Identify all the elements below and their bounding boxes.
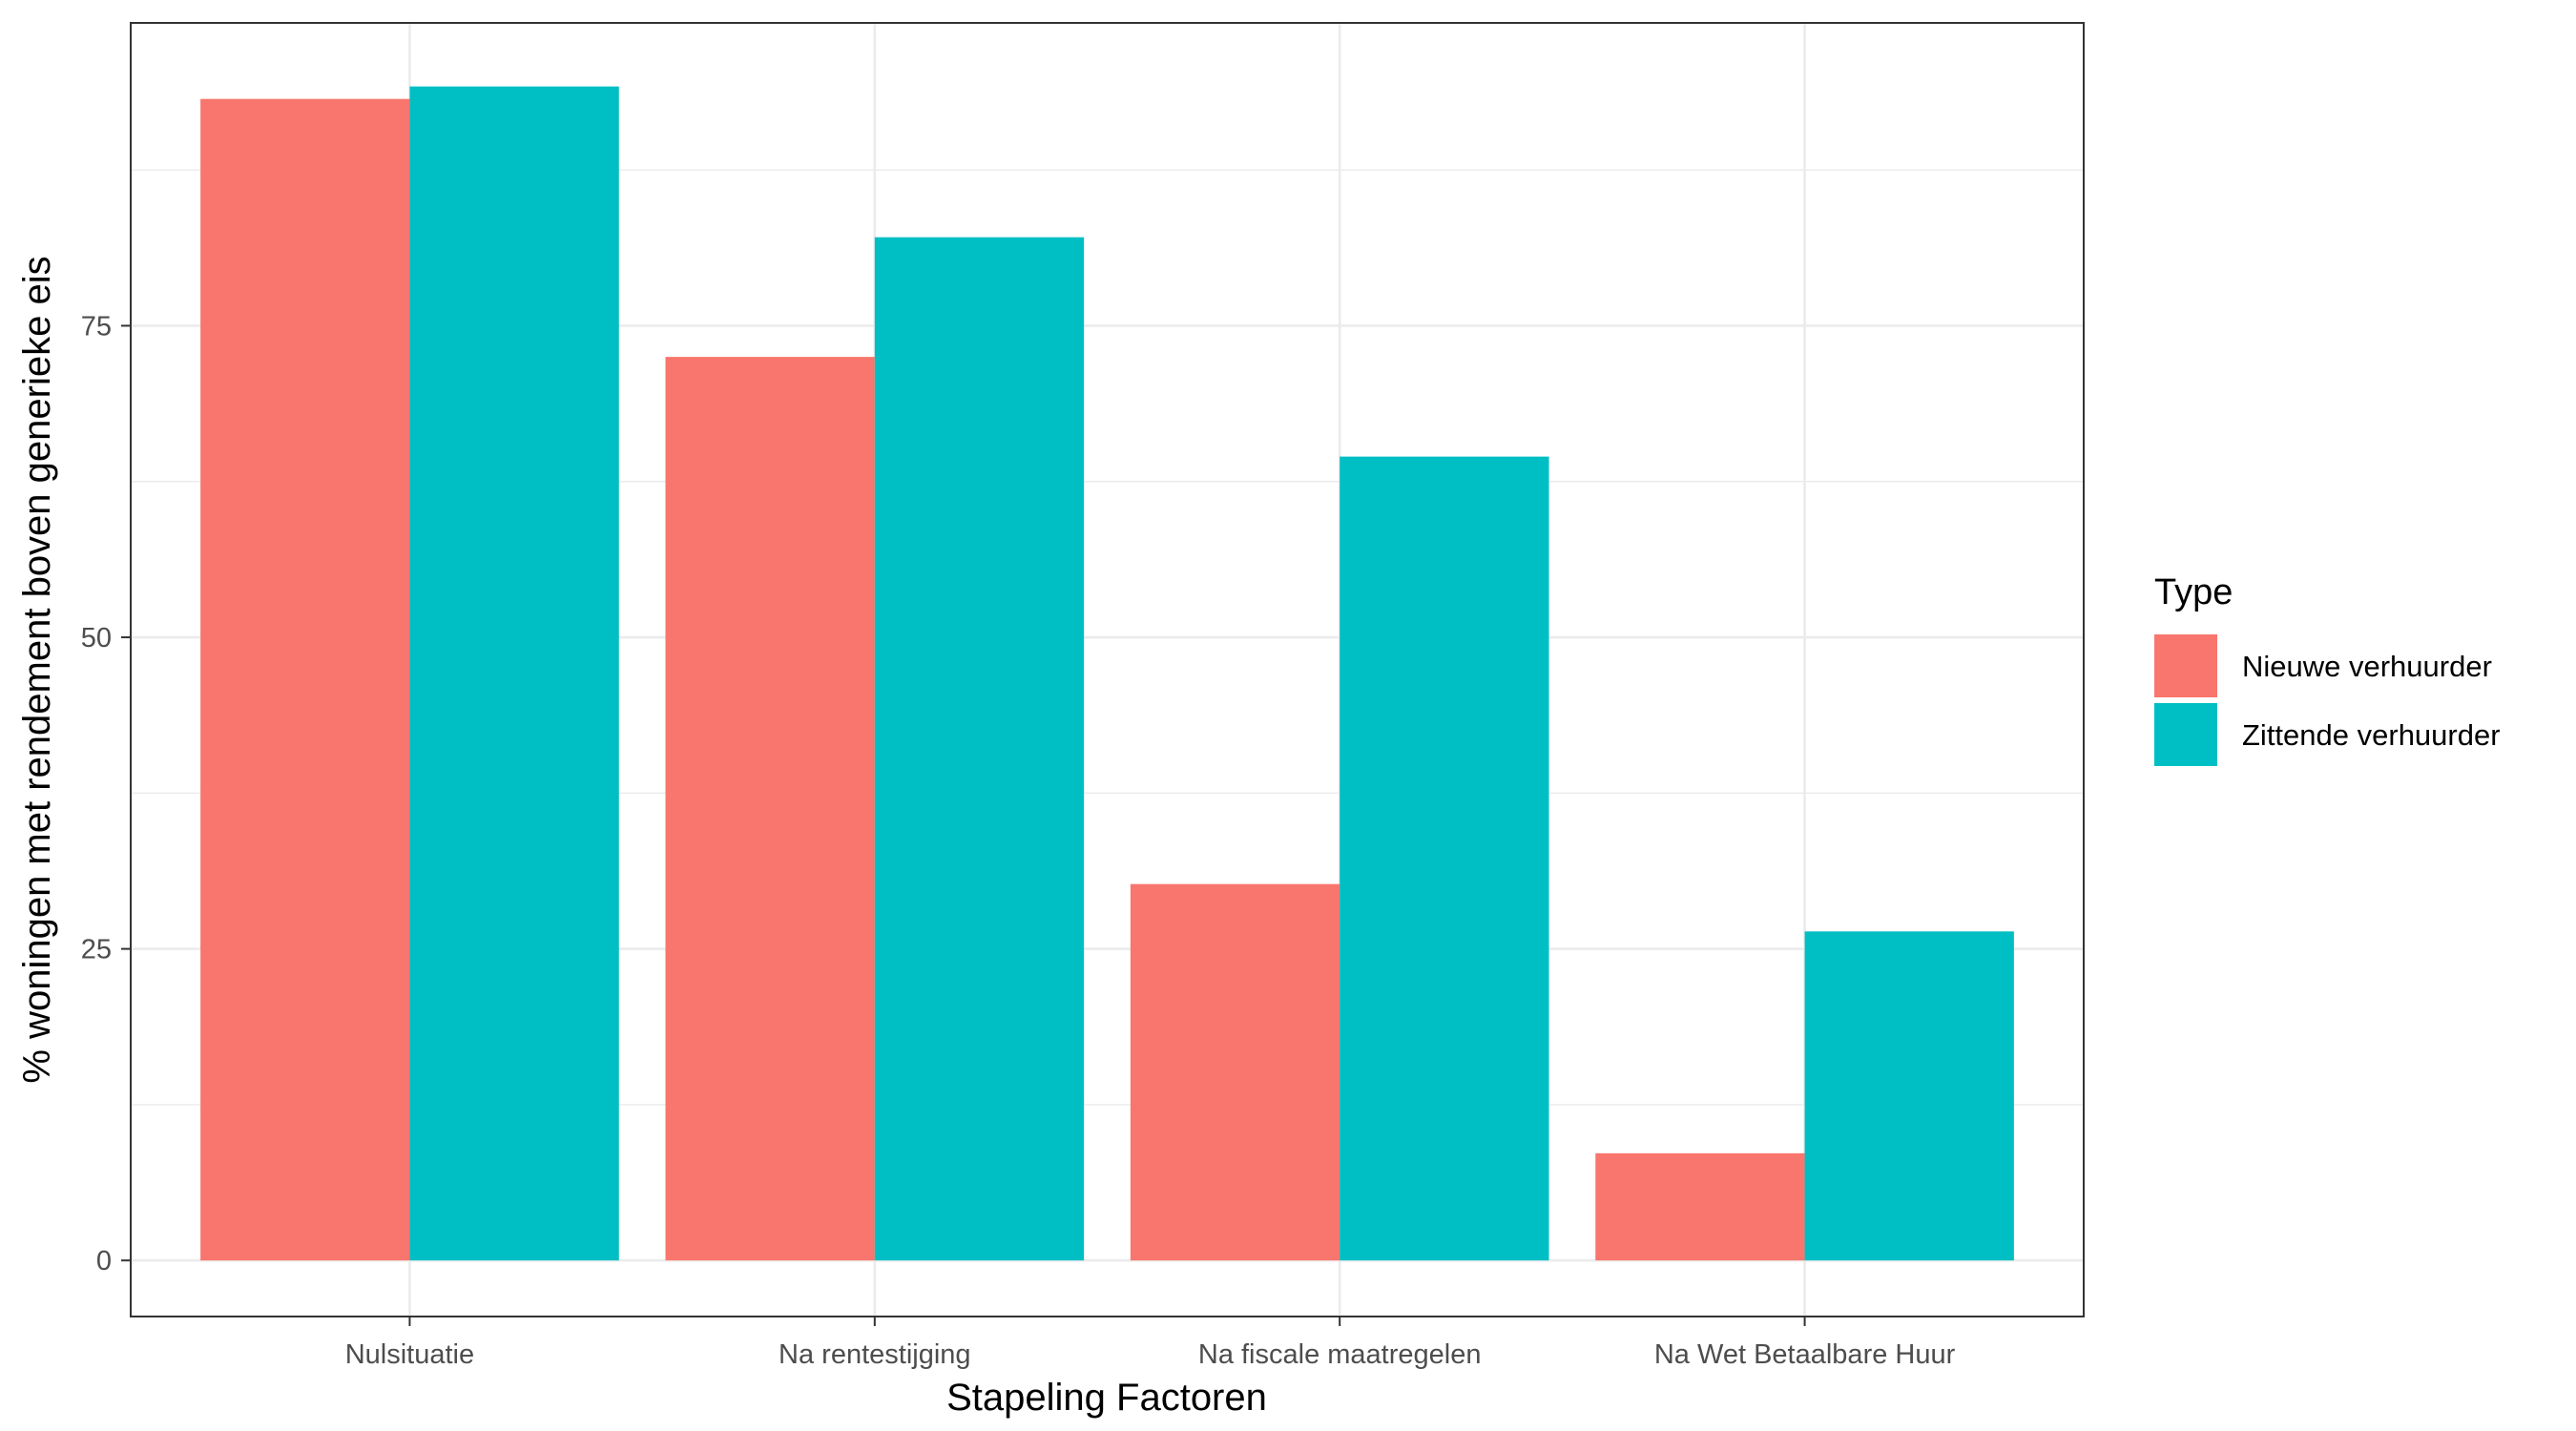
y-tick-label: 75: [81, 311, 112, 342]
legend-key: [2154, 703, 2217, 766]
x-tick-label: Na fiscale maatregelen: [1198, 1339, 1482, 1370]
legend-title: Type: [2154, 572, 2233, 612]
bar-nieuwe-1: [200, 98, 410, 1261]
y-tick-label: 25: [81, 935, 112, 965]
legend-key: [2154, 634, 2217, 697]
y-axis-title: % woningen met rendement boven generieke…: [16, 256, 58, 1083]
x-tick-label: Nulsituatie: [345, 1339, 474, 1370]
bar-zittende-3: [1340, 456, 1549, 1261]
legend-items: Nieuwe verhuurder Zittende verhuurder: [2154, 634, 2501, 766]
x-axis-title: Stapeling Factoren: [946, 1377, 1267, 1419]
y-tick-label: 0: [96, 1246, 112, 1276]
bar-zittende-1: [409, 86, 619, 1261]
legend-label: Nieuwe verhuurder: [2242, 650, 2492, 683]
legend-label: Zittende verhuurder: [2242, 718, 2501, 752]
bar-zittende-2: [874, 237, 1085, 1261]
bar-nieuwe-4: [1595, 1152, 1805, 1261]
bar-nieuwe-3: [1130, 883, 1340, 1261]
bar-zittende-4: [1804, 931, 2014, 1261]
legend: Type Nieuwe verhuurder Zittende verhuurde…: [2154, 572, 2501, 766]
x-tick-label: Na rentestijging: [779, 1339, 971, 1370]
x-axis: Nulsituatie Na rentestijging Na fiscale ma…: [345, 1317, 1956, 1370]
y-axis: 0 25 50 75: [81, 311, 131, 1276]
x-tick-label: Na Wet Betaalbare Huur: [1654, 1339, 1956, 1370]
bars: [200, 86, 2014, 1261]
panel-border: [130, 22, 2085, 1317]
bar-nieuwe-2: [665, 357, 875, 1261]
y-tick-label: 50: [81, 623, 112, 653]
